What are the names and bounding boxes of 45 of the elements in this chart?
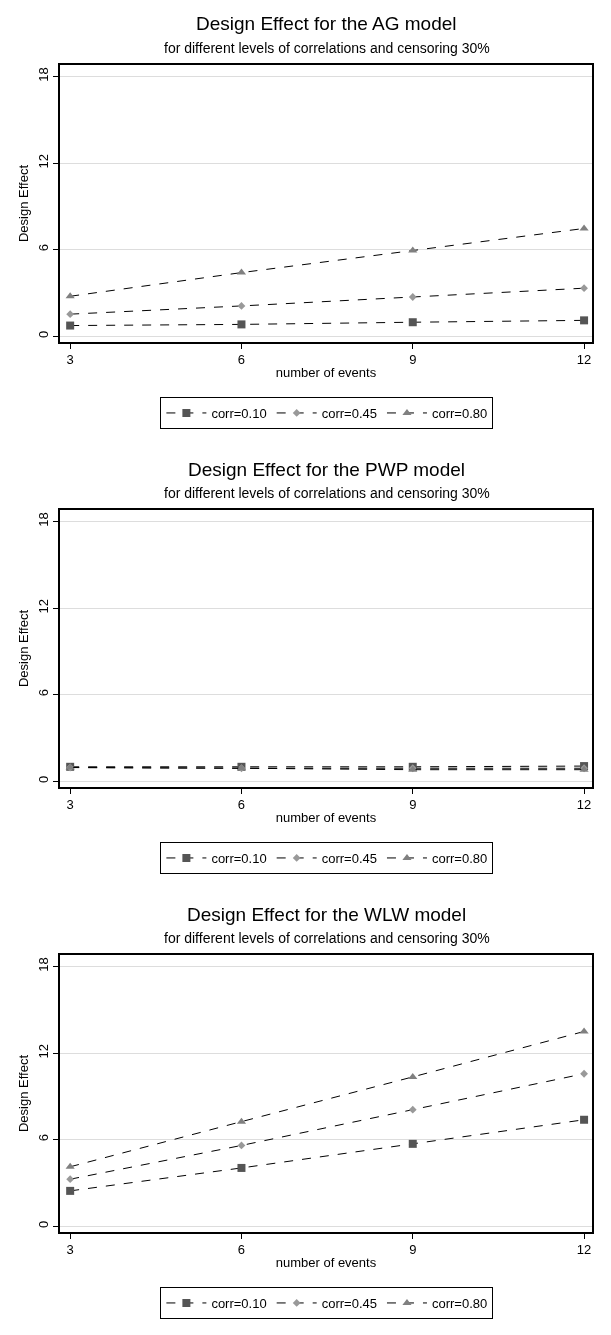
y-tick-label: 18 — [35, 67, 51, 82]
chart-title: Design Effect for the WLW model — [187, 904, 467, 925]
x-tick-label: 12 — [576, 1242, 592, 1258]
x-tick-label: 3 — [66, 797, 74, 813]
legend-label: corr=0.10 — [211, 406, 267, 422]
y-axis-title: Design Effect — [16, 1054, 32, 1133]
x-tick-label: 3 — [66, 1242, 74, 1258]
chart-subtitle: for different levels of correlations and censoring 30% — [164, 485, 490, 501]
y-tick-label: 12 — [35, 598, 51, 614]
x-tick-label: 3 — [66, 352, 74, 368]
x-axis-title: number of events — [275, 810, 377, 826]
y-tick-label: 0 — [35, 775, 51, 783]
x-tick-label: 9 — [409, 797, 417, 813]
x-tick-label: 6 — [237, 797, 246, 813]
y-axis-title: Design Effect — [16, 164, 32, 243]
legend-label: corr=0.45 — [321, 851, 377, 867]
chart-subtitle: for different levels of correlations and censoring 30% — [164, 40, 490, 56]
legend-label: corr=0.10 — [211, 1296, 267, 1312]
y-tick-label: 18 — [35, 957, 51, 972]
chart-title: Design Effect for the AG model — [196, 13, 457, 34]
x-axis-title: number of events — [275, 365, 377, 381]
x-tick-label: 6 — [237, 1242, 246, 1258]
y-tick-label: 12 — [35, 1043, 51, 1059]
y-axis-title: Design Effect — [16, 609, 32, 688]
chart-title: Design Effect for the PWP model — [188, 459, 466, 480]
y-tick-label: 6 — [35, 1134, 51, 1142]
x-tick-label: 9 — [409, 352, 417, 368]
legend-label: corr=0.80 — [431, 406, 488, 422]
legend-label: corr=0.45 — [321, 1296, 377, 1312]
x-tick-label: 9 — [409, 1242, 417, 1258]
y-tick-label: 0 — [35, 1220, 51, 1228]
chart-subtitle: for different levels of correlations and censoring 30% — [164, 930, 490, 946]
y-tick-label: 0 — [35, 330, 51, 338]
x-tick-label: 6 — [237, 352, 246, 368]
legend-label: corr=0.45 — [321, 406, 377, 422]
legend-label: corr=0.80 — [431, 851, 488, 867]
legend-label: corr=0.10 — [211, 851, 267, 867]
x-tick-label: 12 — [576, 797, 592, 813]
legend-label: corr=0.80 — [431, 1296, 488, 1312]
y-tick-label: 12 — [35, 153, 51, 169]
x-tick-label: 12 — [576, 352, 592, 368]
y-tick-label: 18 — [35, 512, 51, 527]
y-tick-label: 6 — [35, 244, 51, 252]
x-axis-title: number of events — [275, 1255, 377, 1271]
y-tick-label: 6 — [35, 689, 51, 697]
